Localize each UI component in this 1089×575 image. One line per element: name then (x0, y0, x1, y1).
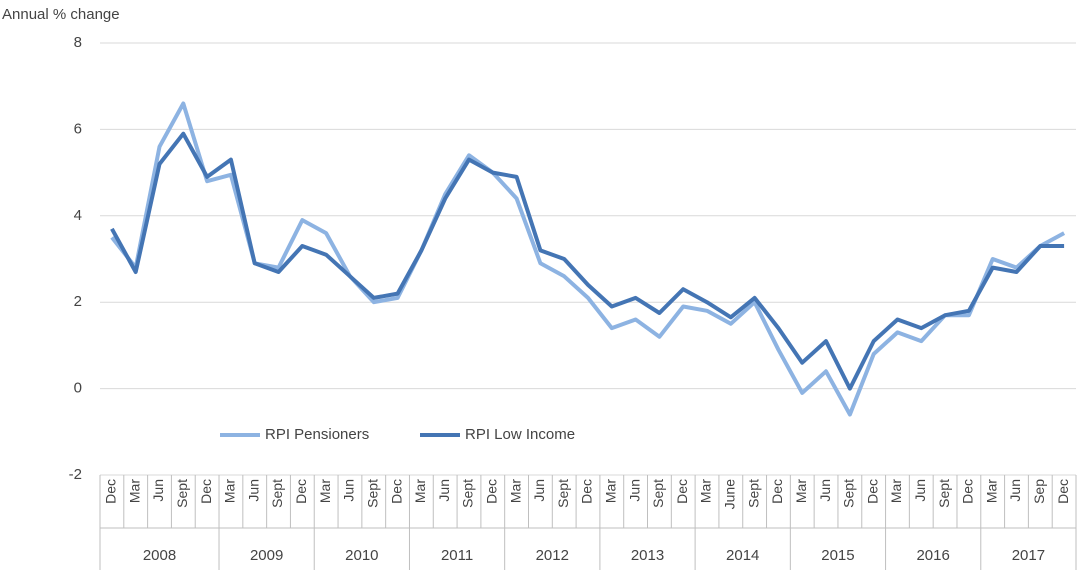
line-series (110, 131, 1065, 391)
x-tick-label: Mar (888, 479, 904, 503)
y-tick-label: 8 (74, 34, 82, 51)
x-tick-label: Jun (531, 479, 547, 502)
x-tick-label: Dec (1055, 479, 1071, 504)
y-tick-label: 4 (74, 207, 82, 224)
y-tick-label: 2 (74, 293, 82, 310)
x-tick-label: Dec (579, 479, 595, 504)
x-tick-label: Dec (483, 479, 499, 504)
x-tick-label: Sept (936, 479, 952, 508)
x-tick-label: Mar (603, 479, 619, 503)
x-group-label: 2010 (345, 547, 378, 564)
x-tick-label: Jun (245, 479, 261, 502)
x-tick-label: Sept (841, 479, 857, 508)
x-group-label: 2015 (821, 547, 854, 564)
x-tick-label: Jun (436, 479, 452, 502)
x-tick-label: Mar (793, 479, 809, 503)
x-tick-label: Dec (864, 479, 880, 504)
x-group-label: 2013 (631, 547, 664, 564)
x-group-label: 2012 (536, 547, 569, 564)
x-tick-label: Dec (293, 479, 309, 504)
x-tick-label: Mar (412, 479, 428, 503)
x-group-label: 2009 (250, 547, 283, 564)
x-tick-label: Jun (817, 479, 833, 502)
legend-label: RPI Low Income (465, 426, 575, 443)
y-tick-label: 6 (74, 120, 82, 137)
x-tick-label: Jun (150, 479, 166, 502)
x-group-label: 2014 (726, 547, 759, 564)
x-tick-label: Mar (698, 479, 714, 503)
y-axis-label: Annual % change (2, 6, 120, 23)
x-tick-label: Mar (317, 479, 333, 503)
x-tick-label: Sept (364, 479, 380, 508)
x-tick-label: Dec (103, 479, 119, 504)
x-tick-label: Dec (960, 479, 976, 504)
x-tick-label: Sept (174, 479, 190, 508)
x-tick-label: Mar (222, 479, 238, 503)
line-series (110, 101, 1066, 417)
x-tick-label: Sept (650, 479, 666, 508)
x-group-label: 2011 (441, 547, 473, 564)
x-tick-label: Dec (674, 479, 690, 504)
x-tick-label: Sep (1031, 479, 1047, 504)
x-tick-label: Jun (912, 479, 928, 502)
x-group-label: 2017 (1012, 547, 1045, 564)
legend-label: RPI Pensioners (265, 426, 369, 443)
x-tick-label: Jun (626, 479, 642, 502)
x-tick-label: Mar (983, 479, 999, 503)
x-tick-label: June (722, 479, 738, 510)
x-tick-label: Mar (507, 479, 523, 503)
y-tick-label: -2 (69, 466, 82, 483)
x-tick-label: Sept (269, 479, 285, 508)
x-tick-label: Mar (126, 479, 142, 503)
x-tick-label: Sept (745, 479, 761, 508)
x-tick-label: Dec (769, 479, 785, 504)
x-tick-label: Sept (460, 479, 476, 508)
x-group-label: 2016 (916, 547, 949, 564)
y-tick-label: 0 (74, 380, 82, 397)
x-tick-label: Jun (1007, 479, 1023, 502)
x-tick-label: Jun (341, 479, 357, 502)
x-tick-label: Sept (555, 479, 571, 508)
x-group-label: 2008 (143, 547, 176, 564)
x-tick-label: Dec (198, 479, 214, 504)
x-tick-label: Dec (388, 479, 404, 504)
